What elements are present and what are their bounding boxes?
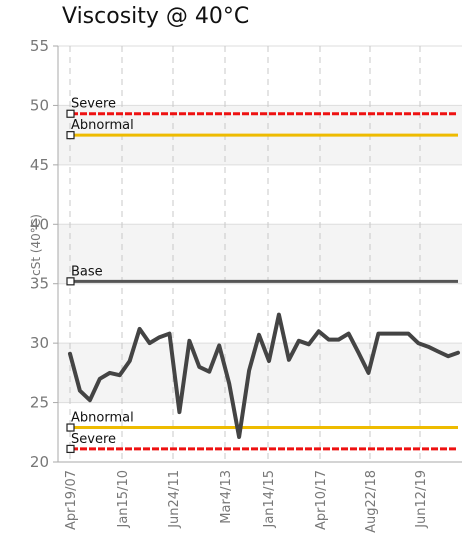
- y-tick-labels: 20 25 30 35 40 45 50 55: [30, 37, 49, 471]
- x-tick-labels: Apr19/07 Jan15/10 Jun24/11 Mar4/13 Jan14/15 A…: [64, 470, 429, 533]
- series-line: [68, 312, 460, 439]
- background-band: [58, 343, 462, 403]
- reference-lines: Severe Abnormal Base Abnormal Severe: [66, 97, 458, 454]
- x-tick-label: Jun12/19: [414, 470, 429, 529]
- reference-label: Abnormal: [71, 411, 134, 426]
- axes: [53, 45, 462, 463]
- reference-marker: [66, 131, 75, 140]
- reference-marker: [66, 423, 75, 432]
- reference-marker: [66, 109, 75, 118]
- reference-label: Abnormal: [71, 118, 134, 133]
- y-tick-label: 35: [30, 275, 49, 293]
- x-tick-label: Jan14/15: [262, 470, 277, 529]
- x-tick-label: Jan15/10: [116, 470, 131, 529]
- x-tick-label: Mar4/13: [219, 470, 234, 524]
- y-tick-label: 55: [30, 37, 49, 55]
- reference-marker: [66, 277, 75, 286]
- y-tick-label: 45: [30, 156, 49, 174]
- background-band: [58, 224, 462, 284]
- background-bands: [58, 105, 462, 403]
- reference-label: Base: [71, 264, 103, 279]
- x-tick-label: Jun24/11: [167, 470, 182, 529]
- y-tick-label: 20: [30, 453, 49, 471]
- grid-lines: [58, 45, 462, 463]
- reference-marker: [66, 444, 75, 454]
- y-tick-label: 50: [30, 96, 49, 114]
- y-tick-label: 30: [30, 334, 49, 352]
- y-tick-label: 25: [30, 394, 49, 412]
- data-series: [68, 312, 460, 439]
- x-tick-label: Apr10/17: [314, 470, 329, 530]
- y-tick-label: 40: [30, 215, 49, 233]
- y-axis-label: cSt (40°C): [29, 214, 43, 276]
- reference-label: Severe: [71, 97, 116, 112]
- x-tick-label: Aug22/18: [364, 470, 379, 533]
- chart-title: Viscosity @ 40°C: [62, 4, 250, 29]
- x-tick-label: Apr19/07: [64, 470, 79, 530]
- reference-label: Severe: [71, 432, 116, 447]
